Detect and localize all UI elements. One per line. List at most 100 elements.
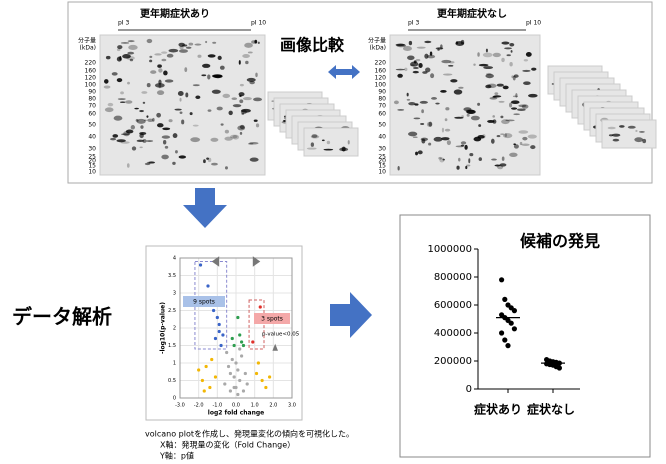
gel-spot [168, 48, 179, 53]
gel-spot [509, 43, 515, 47]
gel-spot [323, 148, 334, 151]
gel-spot [225, 166, 228, 170]
gel-spot [161, 58, 167, 62]
right-arrow [330, 292, 372, 338]
gel-spot [178, 155, 187, 159]
gel-spot [464, 144, 468, 150]
point [212, 308, 216, 313]
gel-spot [493, 95, 502, 98]
gel-title: 更年期症状あり [140, 7, 210, 20]
point [217, 322, 221, 327]
y-axis-label: -log10(p-value) [160, 302, 167, 354]
gel-spot [412, 136, 418, 139]
gel-spot [607, 126, 616, 130]
gel-spot [141, 91, 148, 94]
gel-spot [125, 129, 134, 134]
gel-spot [487, 119, 495, 123]
pi-label: pI 3 [118, 20, 129, 27]
gel-spot [122, 54, 131, 59]
gel-spot [120, 101, 126, 104]
dot [502, 296, 508, 302]
caption: Y軸：p値 [159, 451, 194, 461]
gel-spot [121, 133, 130, 136]
gel-spot [509, 152, 518, 157]
mw-label: 50 [378, 122, 386, 129]
gel-spot [216, 106, 223, 111]
gel-spot [518, 104, 527, 108]
gel-spot [161, 51, 168, 54]
gel-spot [504, 47, 512, 50]
y-tick-label: 400000 [434, 328, 472, 339]
point [219, 343, 223, 348]
gel-spot [220, 123, 224, 126]
gel-spot [491, 158, 497, 161]
mw-label: 120 [375, 75, 387, 82]
dot [556, 365, 563, 371]
gel-spot [136, 139, 145, 143]
compare-label: 画像比較 [280, 36, 345, 55]
gel-spot [496, 83, 504, 87]
point [200, 378, 204, 383]
gel-spot [431, 97, 438, 100]
annotation: 3 spots [261, 316, 283, 323]
gel-spot [207, 54, 216, 58]
gel-spot [117, 45, 123, 50]
gel-spot [306, 147, 317, 150]
gel-spot [440, 89, 447, 93]
gel-spot [222, 93, 231, 99]
gel-spot [178, 42, 185, 47]
point [238, 333, 242, 337]
point [245, 382, 249, 386]
x-tick-label: -1.0 [212, 403, 222, 409]
gel-spot [611, 133, 621, 137]
gel-spot [412, 66, 419, 70]
gel-spot [483, 66, 494, 70]
point [213, 336, 218, 341]
gel-title: 更年期症状なし [437, 7, 507, 20]
gel-spot [166, 53, 174, 58]
point [204, 364, 208, 369]
plot-frame [179, 257, 293, 399]
gel-spot [460, 39, 465, 45]
gel-spot [113, 115, 123, 121]
point [208, 385, 212, 390]
gel-spot [156, 123, 164, 128]
gel-spot [127, 40, 135, 43]
mw-label: 90 [88, 89, 96, 96]
gel-spot [531, 67, 537, 71]
gel-spot [232, 134, 240, 140]
gel-spot [219, 65, 225, 70]
gel-spot [501, 57, 505, 63]
point [232, 385, 236, 390]
gel-spot [506, 54, 511, 57]
point [230, 357, 234, 362]
gel-spot [485, 73, 494, 79]
gel-spot [473, 63, 476, 66]
gel-spot [205, 40, 208, 44]
gel-spot [515, 93, 518, 98]
mw-label: 40 [378, 134, 386, 141]
gel-spot [406, 92, 409, 97]
gel-spot [408, 131, 418, 137]
gel-spot [203, 159, 206, 164]
gel-spot [627, 125, 636, 129]
gel-spot [211, 89, 221, 94]
gel-spot [116, 48, 121, 52]
gel-spot [255, 72, 258, 78]
gel-spot [254, 39, 258, 44]
gel-spot [181, 119, 185, 125]
gel-spot [522, 136, 528, 141]
gel-spot [195, 95, 201, 100]
gel-spot [498, 100, 505, 103]
gel-spot [396, 43, 407, 48]
result-title: 候補の発見 [520, 232, 600, 251]
gel-spot [172, 133, 178, 139]
mw-label: 160 [375, 68, 387, 75]
gel-spot [149, 55, 153, 58]
gel-spot [228, 110, 233, 116]
gel-spot [513, 143, 517, 146]
dot [505, 343, 511, 349]
point [236, 368, 240, 372]
gel-spot [311, 134, 318, 138]
mw-label: 50 [88, 122, 96, 129]
